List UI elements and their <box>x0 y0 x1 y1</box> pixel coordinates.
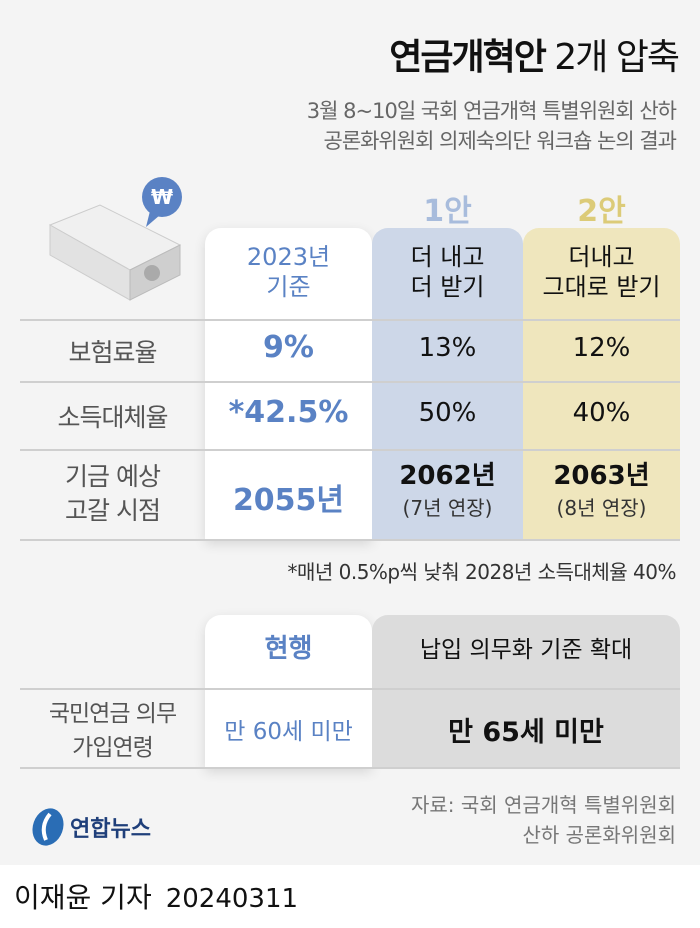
current-column <box>205 615 372 768</box>
header-expand: 납입 의무화 기준 확대 <box>419 637 633 663</box>
cell-value: 만 60세 미만 <box>224 719 353 745</box>
row-label-age: 국민연금 의무 가입연령 <box>48 701 177 761</box>
yonhap-logo: 연합뉴스 <box>28 806 151 848</box>
cell-value: 50% <box>418 398 477 428</box>
header-current: 2023년 기준 <box>246 243 331 301</box>
row-label-premium: 보험료율 <box>68 338 157 367</box>
plan1-column <box>372 228 523 540</box>
divider <box>20 688 680 690</box>
reporter: 이재윤 기자 <box>14 881 152 914</box>
plan2-label: 2안 <box>577 194 626 229</box>
cell-value: 2055년 <box>232 483 345 518</box>
source: 자료: 국회 연금개혁 특별위원회 산하 공론화위원회 <box>410 793 676 847</box>
cell-value: 40% <box>572 398 631 428</box>
money-stack-icon: ₩ <box>40 175 190 305</box>
date: 20240311 <box>165 884 299 914</box>
expand-column <box>372 615 680 768</box>
subtitle: 3월 8~10일 국회 연금개혁 특별위원회 산하 공론화위원회 의제숙의단 워크… <box>306 99 677 153</box>
header-current: 현행 <box>264 634 313 664</box>
cell-value: *42.5% <box>228 395 349 430</box>
plan1-label: 1안 <box>423 194 472 229</box>
cell-value: 12% <box>572 333 631 363</box>
cell-value: 2062년 (7년 연장) <box>399 461 496 520</box>
page-title: 연금개혁안 2개 압축 <box>389 37 680 78</box>
header-plan1: 더 내고 더 받기 <box>410 243 485 301</box>
divider <box>20 539 680 541</box>
byline: 이재윤 기자 20240311 <box>14 876 298 916</box>
row-label-depletion: 기금 예상 고갈 시점 <box>65 462 161 525</box>
svg-text:₩: ₩ <box>151 185 173 209</box>
divider <box>20 767 680 769</box>
divider <box>20 449 680 451</box>
cell-value: 9% <box>263 330 314 365</box>
cell-value: 2063년 (8년 연장) <box>553 461 650 520</box>
divider <box>20 319 680 321</box>
current-column <box>205 228 372 540</box>
cell-value: 13% <box>418 333 477 363</box>
plan2-column <box>523 228 680 540</box>
cell-value: 만 65세 미만 <box>448 717 604 748</box>
divider <box>20 381 680 383</box>
header-plan2: 더내고 그대로 받기 <box>542 243 661 301</box>
row-label-replacement: 소득대체율 <box>57 403 168 432</box>
footnote: *매년 0.5%p씩 낮춰 2028년 소득대체율 40% <box>287 560 676 584</box>
